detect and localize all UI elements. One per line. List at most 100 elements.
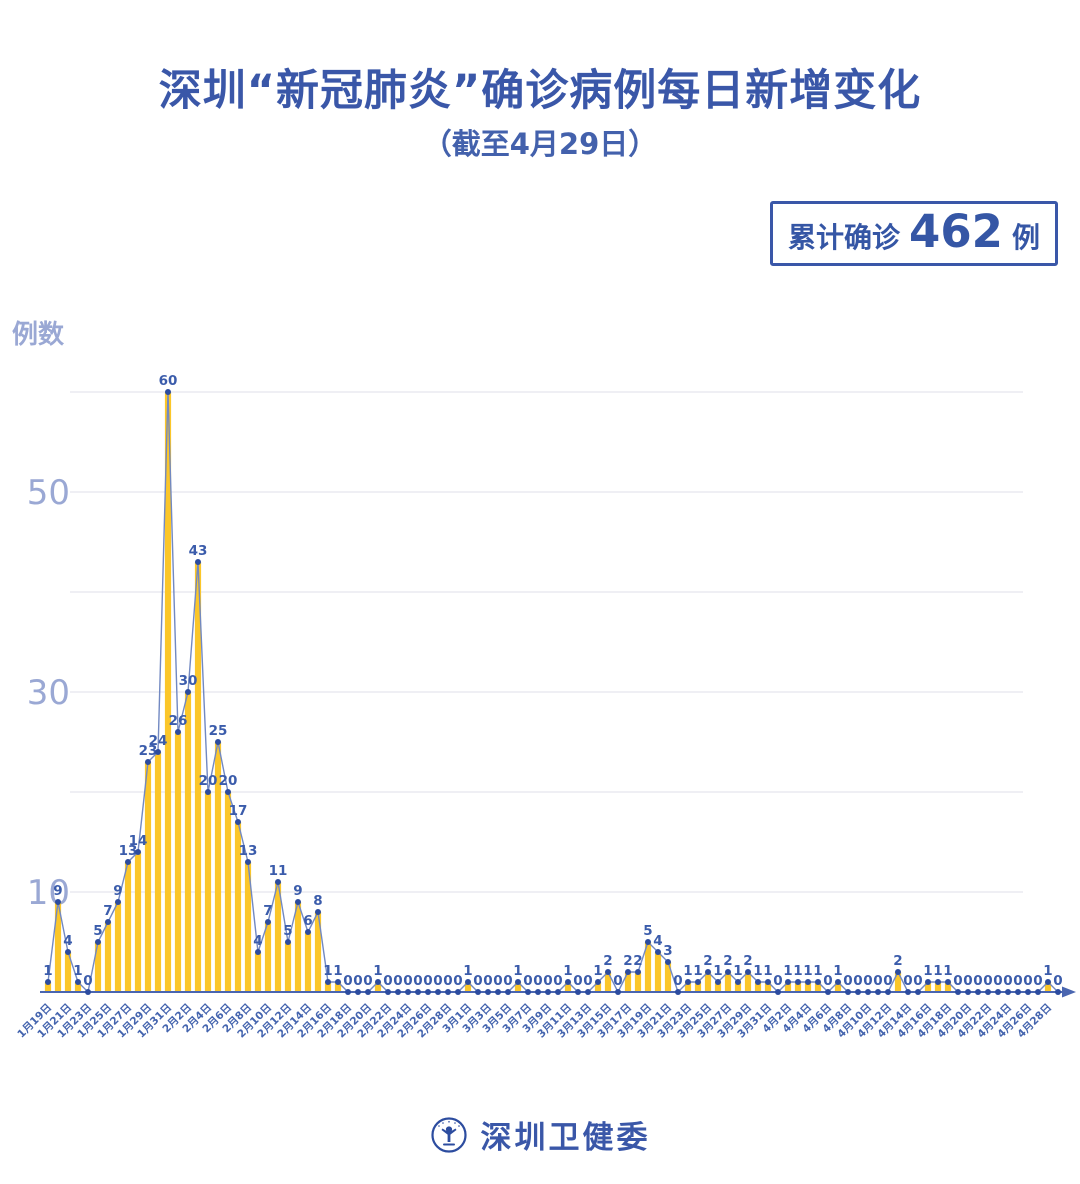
bar <box>64 952 72 992</box>
value-label: 3 <box>663 943 672 959</box>
value-label: 1 <box>833 963 842 979</box>
data-point-dot <box>515 979 521 985</box>
data-point-dot <box>245 859 251 865</box>
value-label: 2 <box>723 953 732 969</box>
data-point-dot <box>105 919 111 925</box>
data-point-dot <box>175 729 181 735</box>
data-point-dot <box>765 979 771 985</box>
value-label: 1 <box>813 963 822 979</box>
value-label: 0 <box>913 973 922 989</box>
value-label: 2 <box>893 953 902 969</box>
page-title: 深圳“新冠肺炎”确诊病例每日新增变化 <box>158 66 922 116</box>
data-point-dot <box>715 979 721 985</box>
data-point-dot <box>985 989 991 995</box>
data-point-dot <box>1005 989 1011 995</box>
value-label: 5 <box>93 923 102 939</box>
data-point-dot <box>665 959 671 965</box>
value-label: 1 <box>463 963 472 979</box>
data-point-dot <box>355 989 361 995</box>
data-point-dot <box>595 979 601 985</box>
value-label: 7 <box>103 903 112 919</box>
bar <box>924 982 932 992</box>
bar <box>284 942 292 992</box>
value-label: 20 <box>219 773 238 789</box>
value-label: 14 <box>129 833 148 849</box>
data-point-dot <box>645 939 651 945</box>
value-label: 0 <box>823 973 832 989</box>
data-point-dot <box>375 979 381 985</box>
data-point-dot <box>745 969 751 975</box>
value-label: 5 <box>643 923 652 939</box>
data-point-dot <box>75 979 81 985</box>
bar <box>274 882 282 992</box>
data-point-dot <box>305 929 311 935</box>
data-point-dot <box>705 969 711 975</box>
value-label: 0 <box>383 973 392 989</box>
bar <box>114 902 122 992</box>
y-tick-label: 30 <box>27 673 70 713</box>
value-label: 20 <box>199 773 218 789</box>
bar <box>894 972 902 992</box>
bar <box>244 862 252 992</box>
data-point-dot <box>415 989 421 995</box>
value-label: 11 <box>269 863 288 879</box>
value-label: 0 <box>353 973 362 989</box>
data-point-dot <box>1015 989 1021 995</box>
value-label: 0 <box>403 973 412 989</box>
value-label: 0 <box>443 973 452 989</box>
value-label: 2 <box>623 953 632 969</box>
value-label: 0 <box>673 973 682 989</box>
value-label: 0 <box>393 973 402 989</box>
data-point-dot <box>925 979 931 985</box>
value-label: 1 <box>513 963 522 979</box>
value-label: 0 <box>413 973 422 989</box>
value-label: 13 <box>119 843 138 859</box>
data-point-dot <box>785 979 791 985</box>
value-label: 0 <box>1003 973 1012 989</box>
data-point-dot <box>345 989 351 995</box>
bar <box>594 982 602 992</box>
value-label: 23 <box>139 743 158 759</box>
value-label: 0 <box>363 973 372 989</box>
value-label: 9 <box>113 883 122 899</box>
bar <box>234 822 242 992</box>
bar <box>374 982 382 992</box>
data-point-dot <box>425 989 431 995</box>
value-label: 9 <box>293 883 302 899</box>
value-label: 26 <box>169 713 188 729</box>
data-point-dot <box>735 979 741 985</box>
bar <box>334 982 342 992</box>
value-label: 2 <box>603 953 612 969</box>
value-label: 1 <box>783 963 792 979</box>
data-point-dot <box>575 989 581 995</box>
value-label: 1 <box>593 963 602 979</box>
data-point-dot <box>885 989 891 995</box>
data-point-dot <box>795 979 801 985</box>
data-point-dot <box>145 759 151 765</box>
value-label: 0 <box>503 973 512 989</box>
data-point-dot <box>385 989 391 995</box>
value-label: 0 <box>483 973 492 989</box>
bar <box>204 792 212 992</box>
value-label: 4 <box>653 933 662 949</box>
data-point-dot <box>205 789 211 795</box>
value-label: 0 <box>613 973 622 989</box>
bar <box>254 952 262 992</box>
data-point-dot <box>295 899 301 905</box>
bar <box>144 762 152 992</box>
data-point-dot <box>445 989 451 995</box>
value-label: 0 <box>543 973 552 989</box>
value-label: 2 <box>703 953 712 969</box>
data-point-dot <box>545 989 551 995</box>
data-point-dot <box>335 979 341 985</box>
bar <box>184 692 192 992</box>
data-point-dot <box>675 989 681 995</box>
value-label: 1 <box>753 963 762 979</box>
cumulative-total-badge: 累计确诊 462 例 <box>770 201 1058 266</box>
data-point-dot <box>195 559 201 565</box>
value-label: 0 <box>343 973 352 989</box>
value-label: 1 <box>43 963 52 979</box>
y-tick-label: 10 <box>27 873 70 913</box>
bar <box>784 982 792 992</box>
